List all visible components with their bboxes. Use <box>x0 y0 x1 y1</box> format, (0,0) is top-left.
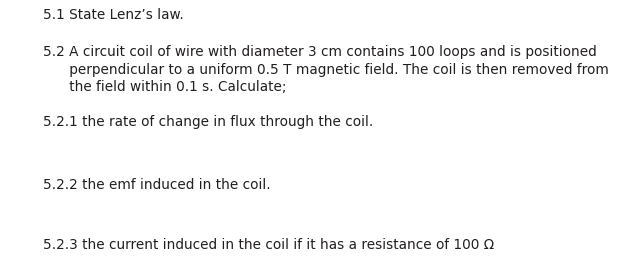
Text: 5.1 State Lenz’s law.: 5.1 State Lenz’s law. <box>43 8 183 22</box>
Text: 5.2.1 the rate of change in flux through the coil.: 5.2.1 the rate of change in flux through… <box>43 115 373 129</box>
Text: perpendicular to a uniform 0.5 T magnetic field. The coil is then removed from: perpendicular to a uniform 0.5 T magneti… <box>43 63 609 77</box>
Text: the field within 0.1 s. Calculate;: the field within 0.1 s. Calculate; <box>43 80 287 94</box>
Text: 5.2.2 the emf induced in the coil.: 5.2.2 the emf induced in the coil. <box>43 178 270 192</box>
Text: 5.2.3 the current induced in the coil if it has a resistance of 100 Ω: 5.2.3 the current induced in the coil if… <box>43 238 494 252</box>
Text: 5.2 A circuit coil of wire with diameter 3 cm contains 100 loops and is position: 5.2 A circuit coil of wire with diameter… <box>43 45 597 59</box>
